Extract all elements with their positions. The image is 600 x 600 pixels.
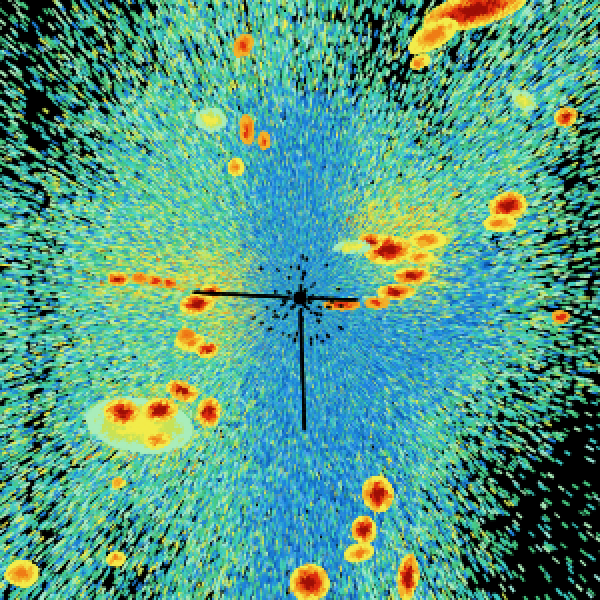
radar-ppi-canvas <box>0 0 600 600</box>
radar-ppi-view <box>0 0 600 600</box>
